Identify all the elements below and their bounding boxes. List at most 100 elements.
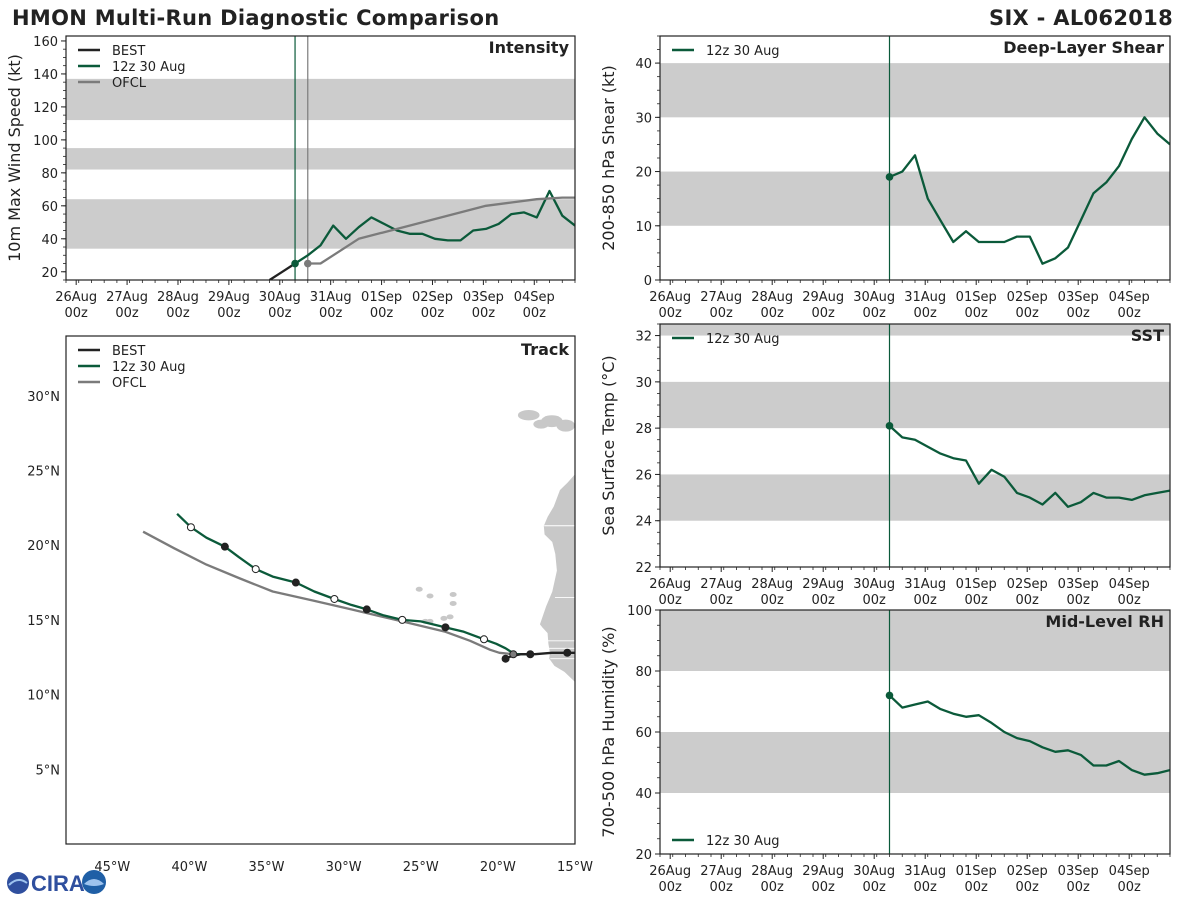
storm-id-title: SIX - AL062018 (989, 6, 1173, 30)
lat-tick-label: 20°N (27, 539, 60, 554)
track-point-ofcl (509, 650, 518, 659)
lat-tick-label: 30°N (27, 390, 60, 405)
x-tick-label: 30Aug (259, 290, 301, 305)
lon-tick-label: 20°W (480, 860, 516, 875)
map-frame (65, 335, 576, 845)
shade-band (66, 78, 575, 121)
x-tick-label: 31Aug (904, 864, 946, 879)
track-point-run (398, 615, 407, 624)
track-point-run (220, 542, 229, 551)
x-tick-sublabel: 00z (914, 306, 938, 321)
island (446, 614, 454, 620)
track-point-run (291, 578, 300, 587)
plot-area (660, 36, 1170, 280)
x-tick-label: 28Aug (157, 290, 199, 305)
x-tick-sublabel: 00z (812, 880, 836, 895)
track-point-run (479, 635, 488, 644)
x-tick-sublabel: 00z (166, 306, 190, 321)
legend-label: 12z 30 Aug (706, 44, 780, 59)
x-tick-label: 01Sep (361, 290, 402, 305)
x-tick-sublabel: 00z (319, 306, 343, 321)
y-tick-label: 0 (644, 274, 652, 289)
y-tick-label: 80 (41, 167, 58, 182)
lon-tick-label: 40°W (171, 860, 207, 875)
x-tick-label: 31Aug (904, 290, 946, 305)
plot-area (660, 324, 1170, 567)
track-point-best (563, 648, 572, 657)
x-tick-label: 03Sep (1058, 577, 1099, 592)
x-tick-sublabel: 00z (863, 593, 887, 608)
lat-tick-label: 25°N (27, 464, 60, 479)
legend-label: OFCL (112, 76, 147, 91)
panel-title: SST (1131, 326, 1164, 345)
island (517, 409, 540, 421)
x-tick-label: 29Aug (208, 290, 250, 305)
y-axis-label: Sea Surface Temp (°C) (599, 355, 618, 535)
x-tick-label: 28Aug (751, 577, 793, 592)
series-line-run (888, 424, 1170, 508)
lon-tick-label: 35°W (249, 860, 285, 875)
series-line-best (268, 262, 296, 280)
panel-intensity: 2040608010012014016026Aug00z27Aug00z28Au… (5, 35, 576, 321)
init-point-run (885, 173, 894, 181)
legend-label: 12z 30 Aug (112, 60, 186, 75)
y-tick-label: 20 (41, 266, 58, 281)
x-tick-label: 26Aug (649, 864, 691, 879)
x-tick-label: 26Aug (649, 290, 691, 305)
island (577, 414, 602, 424)
x-tick-label: 31Aug (310, 290, 352, 305)
x-tick-label: 04Sep (1109, 864, 1150, 879)
panel-title: Track (521, 340, 569, 359)
x-tick-sublabel: 00z (523, 306, 547, 321)
island (440, 615, 448, 621)
x-tick-label: 29Aug (802, 864, 844, 879)
track-line-ofcl (142, 530, 521, 656)
island (449, 591, 457, 597)
series-line-run (889, 116, 1170, 265)
x-tick-sublabel: 00z (1118, 306, 1142, 321)
init-point-run (885, 422, 894, 430)
shade-band (660, 171, 1170, 226)
legend-label: 12z 30 Aug (706, 332, 780, 347)
x-tick-sublabel: 00z (863, 306, 887, 321)
x-tick-label: 28Aug (751, 864, 793, 879)
y-tick-label: 40 (635, 57, 652, 72)
series-line-run (294, 189, 575, 265)
legend-label: OFCL (112, 376, 147, 391)
x-tick-label: 04Sep (514, 290, 555, 305)
x-tick-sublabel: 00z (914, 593, 938, 608)
init-point-run (885, 691, 894, 700)
x-tick-label: 03Sep (1058, 864, 1099, 879)
y-tick-label: 40 (635, 787, 652, 802)
x-tick-sublabel: 00z (710, 593, 734, 608)
lat-tick-label: 5°N (36, 763, 61, 778)
y-tick-label: 60 (635, 726, 652, 741)
x-tick-sublabel: 00z (1016, 306, 1040, 321)
track-point-run (362, 605, 371, 614)
island (449, 600, 457, 606)
y-axis-label: 200-850 hPa Shear (kt) (599, 65, 618, 251)
y-tick-label: 40 (41, 233, 58, 248)
lon-tick-label: 25°W (403, 860, 439, 875)
panel-title: Deep-Layer Shear (1003, 38, 1164, 57)
figure-title: HMON Multi-Run Diagnostic Comparison (12, 6, 500, 30)
lon-tick-label: 30°W (326, 860, 362, 875)
panel-frame (659, 323, 1171, 568)
x-tick-label: 01Sep (956, 577, 997, 592)
y-tick-label: 160 (33, 35, 58, 50)
plot-area (66, 36, 575, 280)
init-point-ofcl (303, 259, 312, 268)
x-tick-label: 30Aug (853, 290, 895, 305)
cira-logo: CIRA (7, 870, 106, 896)
x-tick-label: 30Aug (853, 864, 895, 879)
logo-globe-icon (7, 872, 29, 894)
y-tick-label: 24 (635, 515, 652, 530)
track-point-run (526, 650, 535, 659)
panel-shear: 01020304026Aug00z27Aug00z28Aug00z29Aug00… (599, 35, 1171, 321)
shade-band (660, 381, 1170, 429)
x-tick-label: 31Aug (904, 577, 946, 592)
y-axis-label: 10m Max Wind Speed (kt) (5, 54, 24, 262)
x-tick-label: 27Aug (700, 290, 742, 305)
island (556, 419, 575, 432)
